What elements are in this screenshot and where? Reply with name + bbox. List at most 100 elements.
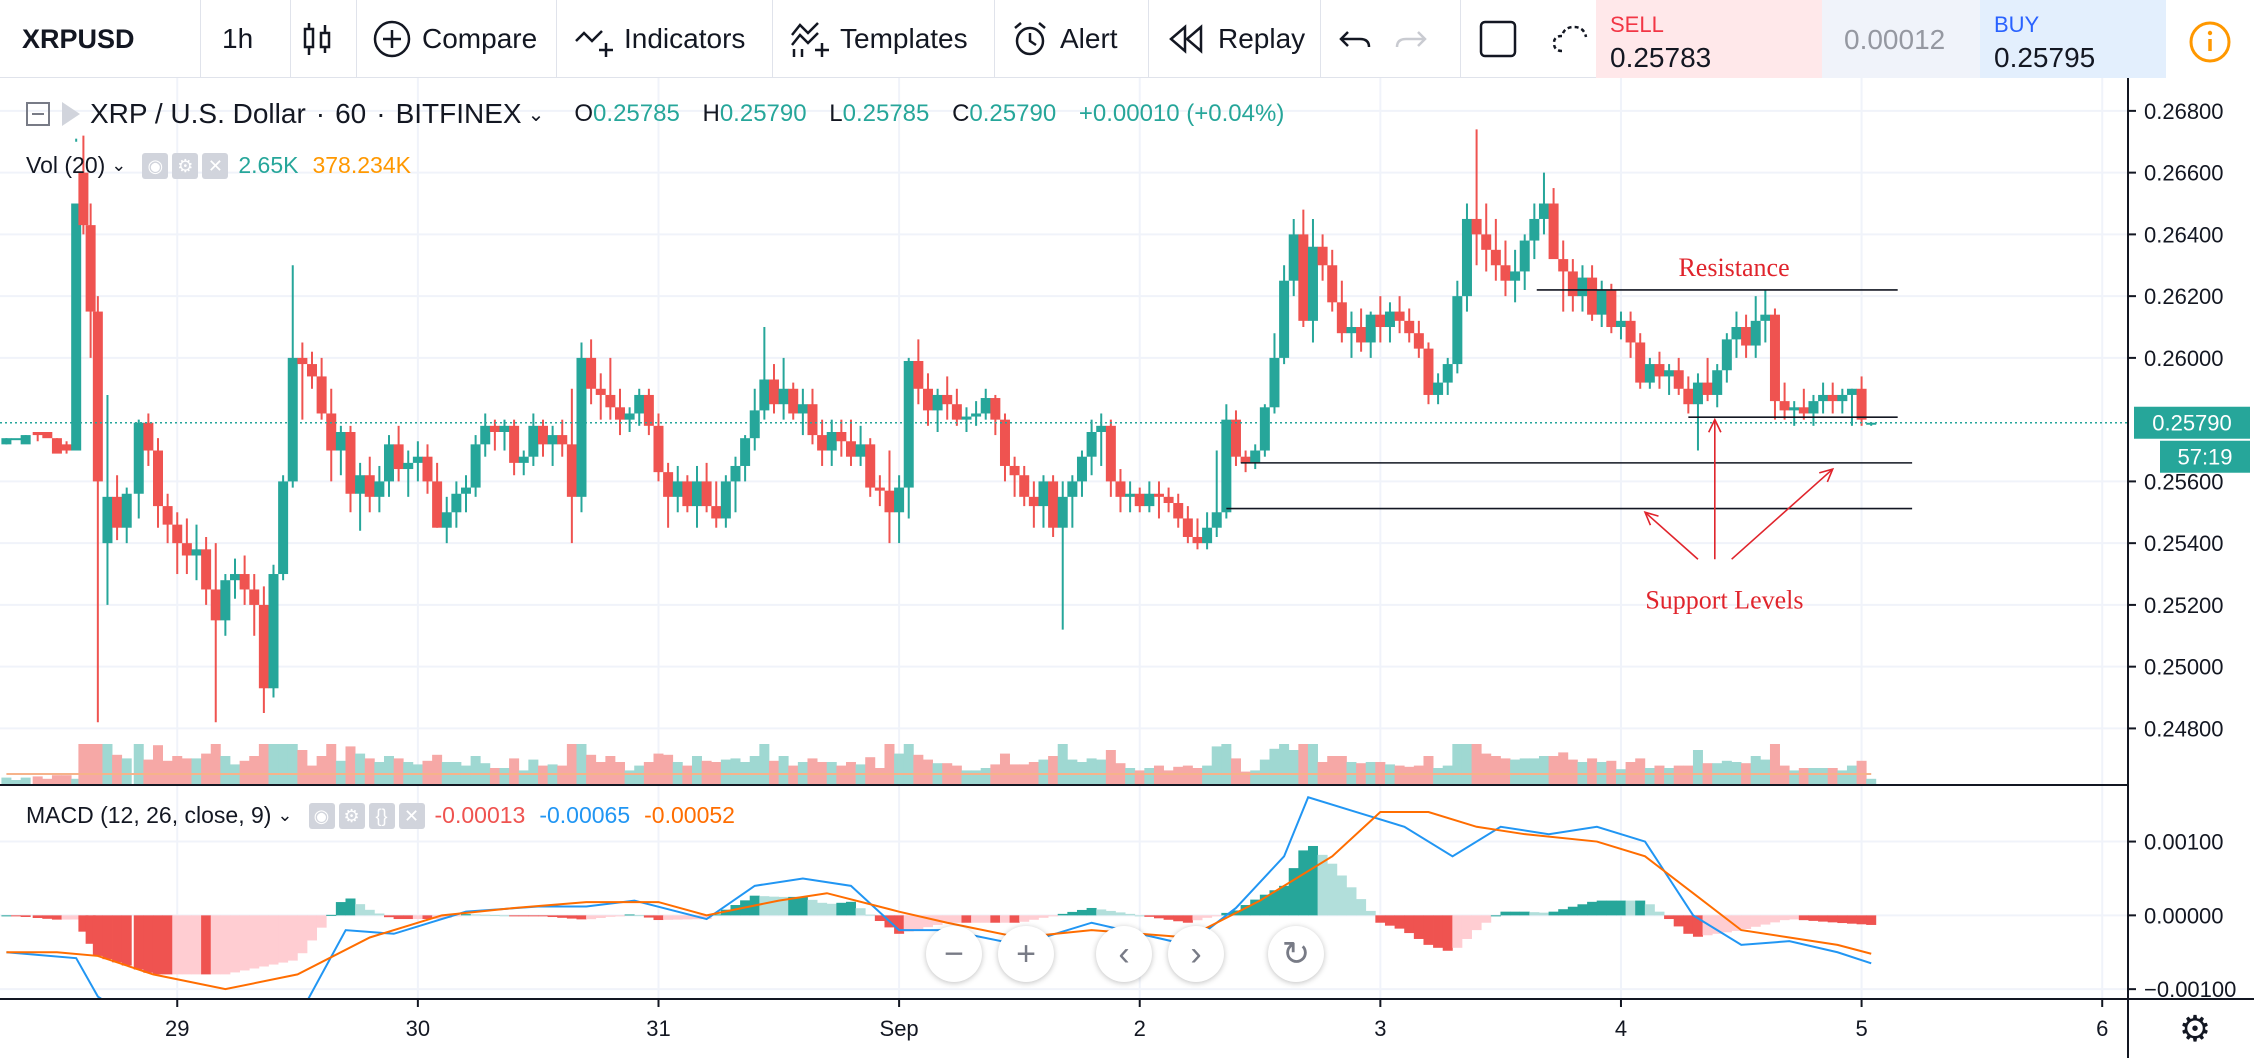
volume-bar: [1240, 771, 1251, 784]
candle-body: [971, 413, 982, 417]
cloud-button[interactable]: [1552, 0, 1592, 78]
volume-bar: [1452, 744, 1463, 784]
spread-value: 0.00012: [1844, 24, 1946, 55]
volume-bar: [1144, 768, 1155, 784]
macd-histogram-bar: [1423, 915, 1434, 945]
candle-body: [1, 438, 12, 445]
info-button[interactable]: [2166, 0, 2254, 84]
chart-type-button[interactable]: [300, 0, 352, 78]
candle-body: [1750, 320, 1761, 346]
volume-bar: [961, 770, 972, 784]
candle-body: [364, 475, 375, 497]
macd-hist-value: -0.00013: [434, 802, 526, 828]
undo-button[interactable]: [1338, 0, 1378, 78]
volume-bar: [1230, 758, 1241, 784]
candle-body: [78, 172, 89, 226]
volume-ma-value: 378.234K: [312, 152, 411, 178]
code-icon[interactable]: {}: [368, 802, 395, 829]
candle-body: [1606, 289, 1617, 328]
candle-body: [576, 357, 587, 497]
macd-histogram-bar: [778, 896, 789, 916]
zoom-out-button[interactable]: −: [926, 926, 982, 982]
volume-bar: [768, 760, 779, 784]
replay-label: Replay: [1218, 23, 1306, 54]
scroll-left-button[interactable]: ‹: [1096, 926, 1152, 982]
sell-panel[interactable]: SELL 0.25783: [1596, 0, 1822, 84]
volume-bar: [112, 754, 123, 784]
price-tick-label: 0.26800: [2144, 99, 2224, 124]
candle-body: [1433, 382, 1444, 395]
candle-body: [162, 506, 173, 525]
macd-histogram-bar: [470, 914, 481, 916]
close-icon[interactable]: ✕: [398, 802, 425, 829]
macd-histogram-bar: [1259, 894, 1270, 916]
macd-histogram-bar: [990, 915, 1001, 923]
candle-body: [1837, 394, 1848, 402]
replay-button[interactable]: Replay: [1168, 0, 1318, 78]
candle-body: [489, 425, 500, 432]
macd-histogram-bar: [1769, 915, 1780, 923]
volume-bar: [42, 778, 53, 784]
eye-icon[interactable]: ◉: [308, 802, 335, 829]
chart-settings-button[interactable]: ⚙: [2170, 1004, 2220, 1054]
candle-body: [1519, 240, 1530, 272]
macd-histogram-bar: [1538, 912, 1549, 916]
reset-button[interactable]: ↻: [1268, 926, 1324, 982]
macd-histogram-bar: [1481, 915, 1492, 923]
candle-body: [1692, 382, 1703, 405]
close-icon[interactable]: ✕: [202, 152, 229, 179]
macd-histogram-bar: [229, 915, 240, 973]
collapse-icon[interactable]: [26, 102, 50, 126]
volume-bar: [1423, 756, 1434, 784]
volume-bar: [355, 753, 366, 784]
candle-body: [268, 574, 279, 689]
gear-icon: ⚙: [2178, 1008, 2212, 1049]
macd-histogram-bar: [643, 915, 654, 918]
candle-body: [1596, 289, 1607, 315]
rectangle-tool-button[interactable]: [1478, 0, 1524, 78]
macd-histogram-bar: [345, 898, 356, 916]
macd-tick-label: 0.00000: [2144, 903, 2224, 928]
macd-histogram-bar: [201, 915, 212, 975]
volume-bar: [518, 770, 529, 784]
volume-bar: [1298, 744, 1309, 784]
symbol-search[interactable]: XRPUSD: [22, 0, 182, 78]
volume-bar: [1827, 768, 1838, 784]
candle-body: [1096, 425, 1107, 432]
alert-button[interactable]: Alert: [1010, 0, 1140, 78]
eye-icon[interactable]: ◉: [142, 152, 169, 179]
candle-body: [942, 394, 953, 405]
macd-histogram-bar: [1048, 915, 1059, 917]
price-chart[interactable]: Resistance Support Levels 0.26800 0.26600 0…: [0, 78, 2254, 1058]
interval-button[interactable]: 1h: [222, 0, 282, 78]
chevron-right-icon: ›: [1190, 934, 1202, 973]
indicators-button[interactable]: Indicators: [574, 0, 774, 78]
macd-histogram-bar: [85, 915, 96, 944]
gear-icon[interactable]: ⚙: [338, 802, 365, 829]
volume-bar: [326, 744, 337, 784]
redo-button[interactable]: [1394, 0, 1434, 78]
candle-body: [1202, 527, 1213, 544]
compare-button[interactable]: Compare: [372, 0, 562, 78]
candle-body: [1615, 320, 1626, 328]
candle-body: [1269, 357, 1280, 408]
macd-histogram-bar: [133, 915, 144, 970]
macd-histogram-bar: [1471, 915, 1482, 931]
macd-histogram-bar: [1336, 875, 1347, 916]
gear-icon[interactable]: ⚙: [172, 152, 199, 179]
alert-label: Alert: [1060, 23, 1118, 54]
templates-button[interactable]: Templates: [790, 0, 990, 78]
buy-panel[interactable]: BUY 0.25795: [1980, 0, 2166, 84]
scroll-right-button[interactable]: ›: [1168, 926, 1224, 982]
chevron-down-icon[interactable]: ⌄: [277, 805, 293, 825]
volume-bar: [1163, 770, 1174, 784]
chevron-down-icon[interactable]: ⌄: [111, 155, 127, 175]
h-value: 0.25790: [719, 100, 807, 127]
macd-histogram-bar: [1548, 911, 1559, 916]
volume-bar: [1644, 768, 1655, 784]
macd-histogram-bar: [653, 915, 664, 921]
volume-bar: [1721, 760, 1732, 784]
zoom-in-button[interactable]: +: [998, 926, 1054, 982]
chevron-down-icon[interactable]: ⌄: [527, 103, 545, 126]
macd-histogram-bar: [1173, 915, 1184, 922]
